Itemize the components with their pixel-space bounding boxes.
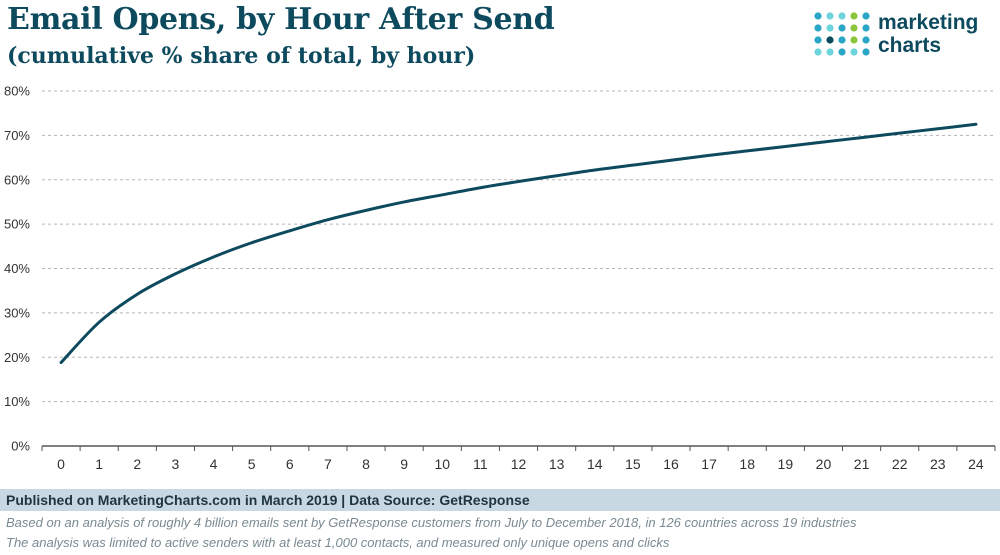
x-tick-label: 24	[968, 456, 984, 472]
x-tick-label: 12	[511, 456, 527, 472]
y-tick-label: 60%	[4, 172, 30, 187]
published-source: Published on MarketingCharts.com in Marc…	[6, 492, 530, 508]
marketingcharts-logo: marketing charts	[812, 10, 982, 58]
x-tick-label: 18	[739, 456, 755, 472]
logo-dot	[850, 48, 858, 56]
logo-dot	[850, 24, 858, 32]
x-tick-label: 15	[625, 456, 641, 472]
logo-dot	[838, 48, 846, 56]
x-tick-label: 4	[210, 456, 218, 472]
logo-dot	[838, 24, 846, 32]
x-tick-label: 17	[701, 456, 717, 472]
x-tick-label: 19	[778, 456, 794, 472]
logo-dot	[862, 24, 870, 32]
logo-dot	[862, 48, 870, 56]
line-chart: 0%10%20%30%40%50%60%70%80%0 1 2 3 4 5 6 7 8 9 10 11…	[4, 84, 996, 472]
x-tick-label: 5	[248, 456, 256, 472]
y-tick-label: 80%	[4, 84, 30, 99]
logo-dot	[862, 36, 870, 44]
logo-dot	[814, 48, 822, 56]
logo-dot	[826, 36, 834, 44]
x-tick-label: 11	[473, 456, 488, 472]
x-tick-label: 13	[549, 456, 565, 472]
x-tick-label: 21	[854, 456, 870, 472]
x-tick-label: 7	[324, 456, 332, 472]
x-tick-label: 6	[286, 456, 294, 472]
logo-dot	[850, 12, 858, 20]
chart-title: Email Opens, by Hour After Send	[7, 2, 555, 37]
logo-text: marketing charts	[878, 11, 978, 57]
logo-text-line1: marketing	[878, 11, 979, 34]
x-tick-label: 1	[95, 456, 103, 472]
y-tick-label: 70%	[4, 128, 30, 143]
logo-dot	[826, 48, 834, 56]
x-tick-label: 3	[172, 456, 180, 472]
logo-dot	[838, 12, 846, 20]
x-tick-label: 9	[400, 456, 408, 472]
logo-dot	[862, 12, 870, 20]
y-tick-label: 0%	[11, 439, 30, 454]
footer-bar: Published on MarketingCharts.com in Marc…	[0, 489, 1000, 511]
x-tick-label: 8	[362, 456, 370, 472]
logo-dot	[826, 12, 834, 20]
logo-dot	[814, 24, 822, 32]
chart-subtitle: (cumulative % share of total, by hour)	[7, 43, 476, 69]
series-line	[59, 122, 978, 365]
y-tick-label: 40%	[4, 261, 30, 276]
x-tick-label: 16	[663, 456, 679, 472]
x-tick-label: 10	[434, 456, 450, 472]
y-tick-label: 30%	[4, 305, 30, 320]
logo-dot	[814, 36, 822, 44]
logo-text-line2: charts	[878, 34, 942, 57]
x-tick-label: 2	[133, 456, 141, 472]
footnote-2: The analysis was limited to active sende…	[6, 535, 670, 550]
y-tick-label: 20%	[4, 350, 30, 365]
x-tick-label: 22	[892, 456, 908, 472]
logo-dot	[814, 12, 822, 20]
x-tick-label: 0	[57, 456, 65, 472]
x-tick-label: 23	[930, 456, 946, 472]
y-tick-label: 10%	[4, 394, 30, 409]
logo-dot	[826, 24, 834, 32]
x-tick-label: 20	[816, 456, 832, 472]
footnote-1: Based on an analysis of roughly 4 billio…	[6, 515, 857, 530]
logo-dot	[850, 36, 858, 44]
logo-dots-icon	[814, 12, 870, 56]
y-tick-label: 50%	[4, 217, 30, 232]
logo-dot	[838, 36, 846, 44]
x-tick-label: 14	[587, 456, 603, 472]
